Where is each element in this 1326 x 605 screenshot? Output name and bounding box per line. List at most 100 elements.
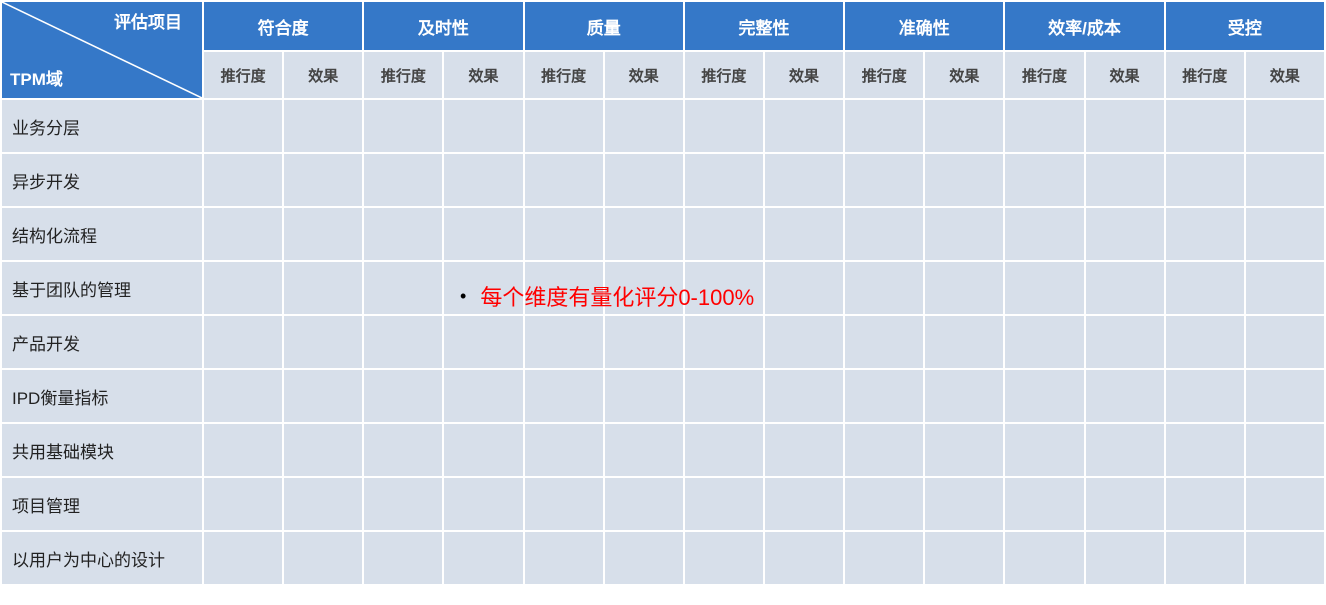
data-cell (605, 532, 683, 584)
data-cell (1005, 424, 1083, 476)
data-cell (765, 208, 843, 260)
data-cell (364, 370, 442, 422)
data-cell (1005, 478, 1083, 530)
data-cell (925, 154, 1003, 206)
data-cell (204, 316, 282, 368)
data-cell (765, 532, 843, 584)
data-cell (1166, 478, 1244, 530)
data-cell (204, 154, 282, 206)
data-cell (925, 478, 1003, 530)
subcol-2-0: 推行度 (525, 52, 603, 98)
data-cell (925, 208, 1003, 260)
data-cell (364, 262, 442, 314)
col-group-4: 准确性 (845, 2, 1003, 50)
table-row: 业务分层 (2, 100, 1324, 152)
subcol-5-0: 推行度 (1005, 52, 1083, 98)
data-cell (525, 100, 603, 152)
data-cell (364, 424, 442, 476)
data-cell (845, 316, 923, 368)
data-cell (925, 424, 1003, 476)
data-cell (605, 424, 683, 476)
data-cell (925, 316, 1003, 368)
subcol-4-0: 推行度 (845, 52, 923, 98)
data-cell (204, 370, 282, 422)
data-cell (1005, 100, 1083, 152)
data-cell (685, 100, 763, 152)
col-group-2: 质量 (525, 2, 683, 50)
data-cell (1246, 478, 1324, 530)
subcol-0-0: 推行度 (204, 52, 282, 98)
data-cell (1086, 478, 1164, 530)
data-cell (1246, 154, 1324, 206)
data-cell (1086, 424, 1164, 476)
data-cell (1086, 370, 1164, 422)
data-cell (765, 154, 843, 206)
header-row-1: 评估项目 TPM域 符合度 及时性 质量 完整性 准确性 效率/成本 受控 (2, 2, 1324, 50)
data-cell (284, 370, 362, 422)
data-cell (1005, 532, 1083, 584)
data-cell (685, 316, 763, 368)
row-label-0: 业务分层 (2, 100, 202, 152)
data-cell (364, 478, 442, 530)
subcol-0-1: 效果 (284, 52, 362, 98)
bullet-icon: • (460, 286, 466, 307)
data-cell (1246, 424, 1324, 476)
data-cell (1246, 208, 1324, 260)
col-group-1: 及时性 (364, 2, 522, 50)
data-cell (1246, 100, 1324, 152)
data-cell (1166, 262, 1244, 314)
table-row: IPD衡量指标 (2, 370, 1324, 422)
data-cell (1086, 316, 1164, 368)
subcol-3-1: 效果 (765, 52, 843, 98)
subcol-4-1: 效果 (925, 52, 1003, 98)
row-label-6: 共用基础模块 (2, 424, 202, 476)
data-cell (1086, 532, 1164, 584)
data-cell (1086, 208, 1164, 260)
subcol-1-1: 效果 (444, 52, 522, 98)
subcol-3-0: 推行度 (685, 52, 763, 98)
data-cell (444, 208, 522, 260)
table-row: 项目管理 (2, 478, 1324, 530)
data-cell (204, 262, 282, 314)
diag-top-label: 评估项目 (114, 8, 182, 33)
table-row: 共用基础模块 (2, 424, 1324, 476)
overlay-note-text: 每个维度有量化评分0-100% (480, 280, 754, 312)
data-cell (845, 208, 923, 260)
data-cell (685, 154, 763, 206)
data-cell (1005, 316, 1083, 368)
data-cell (444, 316, 522, 368)
data-cell (204, 532, 282, 584)
data-cell (1166, 532, 1244, 584)
subcol-5-1: 效果 (1086, 52, 1164, 98)
col-group-3: 完整性 (685, 2, 843, 50)
data-cell (444, 532, 522, 584)
data-cell (1246, 316, 1324, 368)
data-cell (284, 532, 362, 584)
data-cell (605, 208, 683, 260)
data-cell (444, 478, 522, 530)
data-cell (1166, 208, 1244, 260)
data-cell (525, 208, 603, 260)
data-cell (1086, 154, 1164, 206)
data-cell (765, 100, 843, 152)
data-cell (1166, 370, 1244, 422)
data-cell (364, 532, 442, 584)
data-cell (1166, 154, 1244, 206)
data-cell (444, 100, 522, 152)
data-cell (845, 478, 923, 530)
subcol-6-1: 效果 (1246, 52, 1324, 98)
data-cell (1246, 370, 1324, 422)
data-cell (765, 478, 843, 530)
table-row: 产品开发 (2, 316, 1324, 368)
row-label-1: 异步开发 (2, 154, 202, 206)
overlay-note: • 每个维度有量化评分0-100% (460, 280, 754, 312)
data-cell (685, 532, 763, 584)
data-cell (1005, 262, 1083, 314)
data-cell (525, 478, 603, 530)
data-cell (525, 154, 603, 206)
subcol-6-0: 推行度 (1166, 52, 1244, 98)
data-cell (845, 424, 923, 476)
table-row: 异步开发 (2, 154, 1324, 206)
data-cell (444, 154, 522, 206)
data-cell (845, 262, 923, 314)
